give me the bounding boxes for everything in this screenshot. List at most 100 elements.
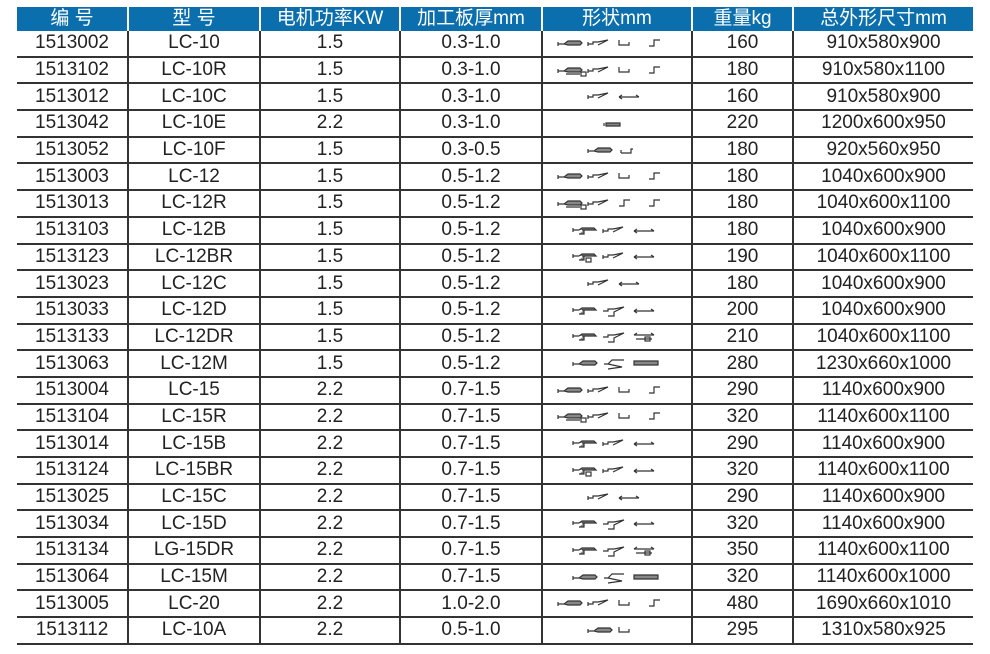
cell-thickness: 0.5-1.2 [400,216,543,245]
bend-profile-icon [557,40,583,46]
cell-model: LC-12BR [128,243,261,272]
table-row: 1513033 LC-12D 1.5 0.5-1.2 200 1040x600x900 [17,296,973,325]
cell-thickness: 0.5-1.2 [400,350,543,378]
cell-size: 910x580x900 [793,83,973,112]
table-row: 1513025 LC-15C 2.2 0.7-1.5 290 1140x600x900 [17,483,973,512]
cell-code: 1513133 [17,323,129,352]
cell-thickness: 0.5-1.2 [400,270,543,298]
cell-power: 1.5 [260,270,401,298]
column-header: 加工板厚mm [400,7,543,31]
table-row: 1513123 LC-12BR 1.5 0.5-1.2 190 1040x600x1100 [17,243,973,272]
bend-profile-icon [633,468,655,474]
cell-thickness: 0.5-1.2 [400,243,543,272]
bend-profile-icon [618,495,640,501]
bend-profile-icon [557,600,583,607]
bend-profile-icon [633,228,655,234]
cell-shapes [542,617,693,645]
cell-weight: 180 [692,190,794,218]
cell-shapes [542,216,693,245]
cell-power: 2.2 [260,510,401,539]
table-row: 1513003 LC-12 1.5 0.5-1.2 180 1040x600x900 [17,163,973,192]
cell-size: 1040x600x900 [793,163,973,192]
bend-profile-icon [618,626,630,633]
cell-code: 1513064 [17,563,129,592]
table-row: 1513103 LC-12B 1.5 0.5-1.2 180 1040x600x900 [17,216,973,245]
bend-profile-icon [587,199,609,206]
cell-thickness: 0.5-1.0 [400,617,543,645]
bend-profile-icon [649,65,660,74]
column-header: 形状mm [542,7,693,31]
bend-profile-icon [633,308,655,314]
bend-profile-icon [620,147,633,154]
cell-shapes [542,430,693,458]
cell-power: 1.5 [260,136,401,165]
cell-weight: 220 [692,110,794,138]
bend-profile-icon [649,172,660,180]
cell-model: LC-15 [128,376,261,405]
cell-thickness: 1.0-2.0 [400,590,543,619]
bend-profile-icon [572,467,598,477]
cell-power: 2.2 [260,430,401,458]
cell-thickness: 0.7-1.5 [400,457,543,485]
bend-profile-icon [557,387,583,393]
bend-profile-icon [603,122,621,127]
cell-power: 1.5 [260,296,401,325]
cell-weight: 320 [692,510,794,539]
cell-weight: 210 [692,323,794,352]
cell-power: 2.2 [260,376,401,405]
cell-model: LC-12C [128,270,261,298]
cell-code: 1513013 [17,190,129,218]
cell-size: 1140x600x900 [793,430,973,458]
cell-model: LC-15D [128,510,261,539]
table-row: 1513133 LC-12DR 1.5 0.5-1.2 210 1040x600x1100 [17,323,973,352]
column-header: 重量kg [692,7,794,31]
cell-power: 1.5 [260,163,401,192]
cell-code: 1513033 [17,296,129,325]
spec-table: 编 号型 号电机功率KW 加工板厚mm 形状mm 重量kg 总外形尺寸mm 151300… [17,7,973,645]
cell-size: 1310x580x925 [793,617,973,645]
cell-weight: 180 [692,56,794,85]
bend-profile-icon [633,521,655,527]
table-row: 1513064 LC-15M 2.2 0.7-1.5 320 1140x600x1000 [17,563,973,592]
table-row: 1513002 LC-10 1.5 0.3-1.0 160 910x580x900 [17,31,973,58]
bend-profile-icon [587,386,609,393]
cell-model: LC-10A [128,617,261,645]
cell-weight: 320 [692,457,794,485]
table-row: 1513104 LC-15R 2.2 0.7-1.5 320 1140x600x1100 [17,403,973,432]
cell-size: 1040x600x900 [793,296,973,325]
cell-shapes [542,296,693,325]
cell-size: 1140x600x900 [793,483,973,512]
cell-thickness: 0.3-1.0 [400,83,543,112]
table-row: 1513052 LC-10F 1.5 0.3-0.5 180 920x560x950 [17,136,973,165]
bend-profile-icon [587,492,609,500]
cell-code: 1513112 [17,617,129,645]
bend-profile-icon [572,227,598,235]
bend-profile-icon [557,200,587,210]
cell-power: 2.2 [260,483,401,512]
cell-model: LC-15BR [128,457,261,485]
bend-profile-icon [618,66,630,73]
cell-power: 2.2 [260,537,401,565]
bend-profile-icon [618,94,640,100]
bend-profile-icon [572,360,598,367]
cell-code: 1513104 [17,403,129,432]
cell-code: 1513103 [17,216,129,245]
cell-model: LC-12 [128,163,261,192]
table-row: 1513102 LC-10R 1.5 0.3-1.0 180 910x580x1100 [17,56,973,85]
cell-thickness: 0.7-1.5 [400,483,543,512]
bend-profile-icon [557,66,587,77]
bend-profile-icon [602,252,624,260]
bend-profile-icon [572,547,598,555]
cell-power: 2.2 [260,403,401,432]
cell-model: LC-12R [128,190,261,218]
bend-profile-icon [587,627,613,633]
cell-size: 1230x660x1000 [793,350,973,378]
bend-profile-icon [602,439,624,447]
cell-size: 910x580x1100 [793,56,973,85]
cell-code: 1513023 [17,270,129,298]
column-header: 型 号 [128,7,261,31]
bend-profile-icon [602,466,624,473]
bend-profile-icon [587,412,609,420]
table-row: 1513063 LC-12M 1.5 0.5-1.2 280 1230x660x1000 [17,350,973,378]
cell-size: 1690x660x1010 [793,590,973,619]
